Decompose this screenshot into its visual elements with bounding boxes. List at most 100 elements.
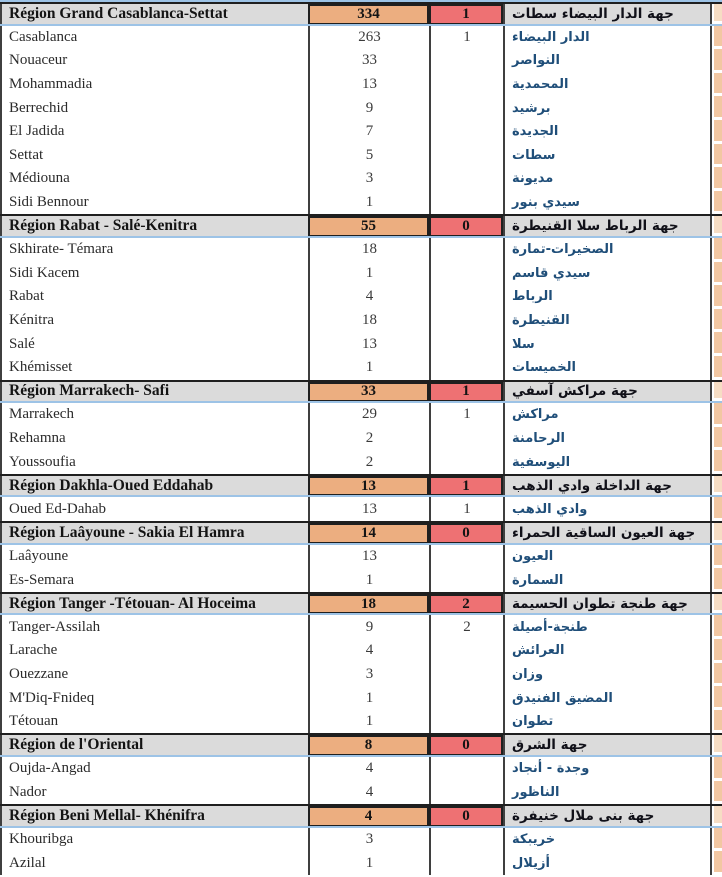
city-cases: 18: [308, 237, 429, 262]
city-cases: 7: [308, 119, 429, 144]
cropped-edge-strip: [712, 735, 722, 755]
cropped-edge-strip: [712, 381, 722, 402]
region-name-ar: جهة الرباط سلا القنيطرة: [503, 216, 712, 236]
region-name-ar: جهة طنجة تطوان الحسيمة: [503, 593, 712, 614]
city-cases: 2: [308, 450, 429, 474]
city-deaths: [429, 827, 503, 852]
city-name-fr: Salé: [0, 332, 308, 356]
city-deaths: [429, 450, 503, 474]
region-name-ar: جهة الدار البيضاء سطات: [503, 4, 712, 24]
cropped-edge-strip: [712, 544, 722, 569]
city-cases: 1: [308, 355, 429, 380]
city-cases: 5: [308, 143, 429, 168]
city-cases: 9: [308, 96, 429, 120]
city-name-ar: الجديدة: [503, 119, 712, 144]
city-deaths: [429, 143, 503, 168]
city-cases: 1: [308, 709, 429, 734]
city-name-fr: Ouezzane: [0, 662, 308, 687]
city-name-ar: خريبكة: [503, 827, 712, 852]
city-name-ar: الصخيرات-تمارة: [503, 237, 712, 262]
cropped-edge-strip: [712, 4, 722, 24]
cropped-edge-strip: [712, 662, 722, 687]
city-cases: 13: [308, 332, 429, 356]
city-deaths: [429, 332, 503, 356]
city-name-ar: المضيق الفنيدق: [503, 686, 712, 710]
city-name-fr: Youssoufia: [0, 450, 308, 474]
city-row: Rehamna 2 الرحامنة: [0, 426, 722, 451]
city-name-fr: Tanger-Assilah: [0, 615, 308, 640]
city-name-fr: El Jadida: [0, 119, 308, 144]
city-row: Es-Semara 1 السمارة: [0, 568, 722, 592]
city-name-fr: Oujda-Angad: [0, 757, 308, 781]
city-deaths: [429, 119, 503, 144]
cropped-edge-strip: [712, 806, 722, 826]
city-cases: 2: [308, 426, 429, 451]
city-name-ar: الدار البيضاء: [503, 25, 712, 50]
city-row: Berrechid 9 برشيد: [0, 96, 722, 120]
city-cases: 3: [308, 167, 429, 191]
cropped-edge-strip: [712, 615, 722, 640]
city-deaths: [429, 709, 503, 734]
city-deaths: [429, 237, 503, 262]
city-name-ar: العرائش: [503, 639, 712, 663]
city-name-fr: Mohammadia: [0, 72, 308, 97]
city-name-fr: M'Diq-Fnideq: [0, 686, 308, 710]
city-cases: 3: [308, 662, 429, 687]
cropped-edge-strip: [712, 143, 722, 168]
cropped-edge-strip: [712, 568, 722, 592]
region-total-deaths: 0: [429, 523, 503, 543]
city-name-ar: مديونة: [503, 167, 712, 191]
cropped-edge-strip: [712, 450, 722, 474]
city-cases: 4: [308, 780, 429, 805]
city-name-ar: أزيلال: [503, 851, 712, 875]
city-deaths: [429, 426, 503, 451]
city-name-fr: Sidi Bennour: [0, 190, 308, 215]
region-header-row: Région Beni Mellal- Khénifra 4 0 جهة بنى…: [0, 804, 722, 828]
city-name-fr: Casablanca: [0, 25, 308, 50]
region-name-fr: Région Tanger -Tétouan- Al Hoceima: [0, 593, 308, 614]
city-name-fr: Oued Ed-Dahab: [0, 497, 308, 522]
cropped-edge-strip: [712, 285, 722, 309]
city-row: Kénitra 18 القنيطرة: [0, 308, 722, 333]
region-total-cases: 13: [308, 475, 429, 496]
region-name-fr: Région de l'Oriental: [0, 735, 308, 755]
city-deaths: [429, 355, 503, 380]
city-deaths: [429, 49, 503, 73]
cropped-edge-strip: [712, 308, 722, 333]
city-deaths: [429, 662, 503, 687]
region-total-cases: 55: [308, 216, 429, 236]
city-name-fr: Laâyoune: [0, 544, 308, 569]
region-header-row: Région Laâyoune - Sakia El Hamra 14 0 جه…: [0, 521, 722, 545]
region-header-row: Région Dakhla-Oued Eddahab 13 1 جهة الدا…: [0, 473, 722, 498]
city-row: Sidi Bennour 1 سيدي بنور: [0, 190, 722, 215]
city-cases: 4: [308, 639, 429, 663]
cropped-edge-strip: [712, 119, 722, 144]
region-total-cases: 4: [308, 806, 429, 826]
city-name-ar: وزان: [503, 662, 712, 687]
region-total-deaths: 0: [429, 216, 503, 236]
cropped-edge-strip: [712, 403, 722, 427]
cropped-edge-strip: [712, 426, 722, 451]
city-deaths: [429, 851, 503, 875]
region-header-row: Région Grand Casablanca-Settat 334 1 جهة…: [0, 2, 722, 26]
region-header-row: Région Rabat - Salé-Kenitra 55 0 جهة الر…: [0, 214, 722, 238]
city-row: Khémisset 1 الخميسات: [0, 355, 722, 380]
cropped-edge-strip: [712, 497, 722, 522]
cropped-edge-strip: [712, 593, 722, 614]
region-total-cases: 8: [308, 735, 429, 755]
city-name-ar: برشيد: [503, 96, 712, 120]
region-name-fr: Région Rabat - Salé-Kenitra: [0, 216, 308, 236]
cropped-edge-strip: [712, 72, 722, 97]
city-row: Youssoufia 2 اليوسفية: [0, 450, 722, 474]
city-cases: 263: [308, 25, 429, 50]
city-name-fr: Khémisset: [0, 355, 308, 380]
city-row: Médiouna 3 مديونة: [0, 167, 722, 191]
cropped-edge-strip: [712, 851, 722, 875]
city-cases: 18: [308, 308, 429, 333]
city-deaths: 1: [429, 497, 503, 522]
city-deaths: [429, 544, 503, 569]
region-total-cases: 33: [308, 381, 429, 402]
city-deaths: [429, 780, 503, 805]
cropped-edge-strip: [712, 757, 722, 781]
